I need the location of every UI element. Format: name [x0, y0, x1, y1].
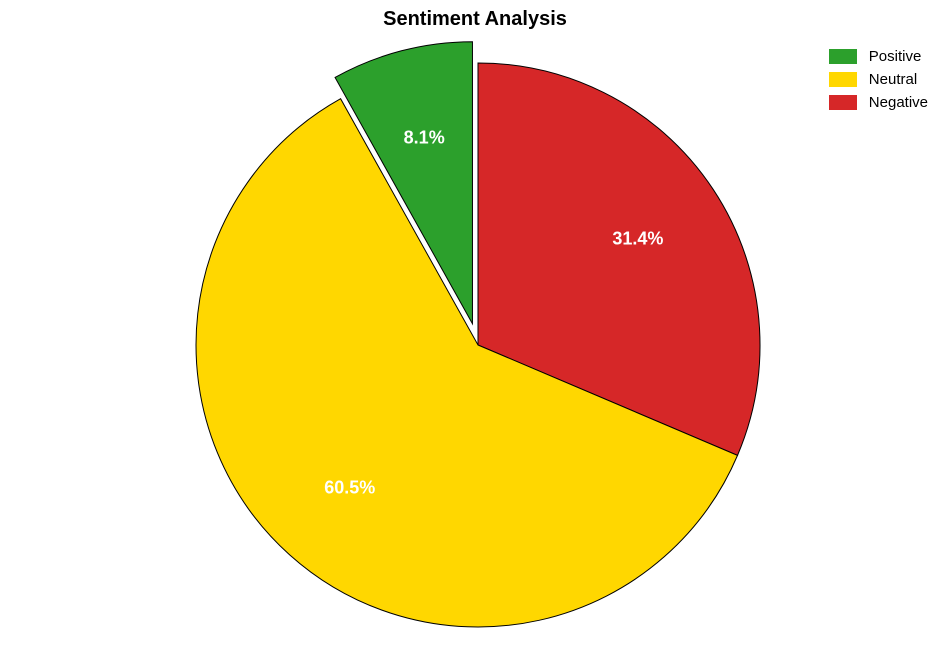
chart-container: Sentiment Analysis Positive Neutral Nega…: [0, 0, 950, 662]
legend-row-negative: Negative: [829, 94, 928, 111]
legend-swatch-positive: [829, 49, 857, 64]
legend: Positive Neutral Negative: [829, 48, 928, 117]
legend-row-neutral: Neutral: [829, 71, 928, 88]
legend-swatch-negative: [829, 95, 857, 110]
slice-label-negative: 31.4%: [612, 229, 663, 250]
pie-chart: [0, 0, 950, 662]
slice-label-neutral: 60.5%: [324, 477, 375, 498]
slice-label-positive: 8.1%: [404, 128, 445, 149]
legend-label-positive: Positive: [869, 48, 922, 65]
legend-label-neutral: Neutral: [869, 71, 917, 88]
legend-row-positive: Positive: [829, 48, 928, 65]
legend-swatch-neutral: [829, 72, 857, 87]
legend-label-negative: Negative: [869, 94, 928, 111]
